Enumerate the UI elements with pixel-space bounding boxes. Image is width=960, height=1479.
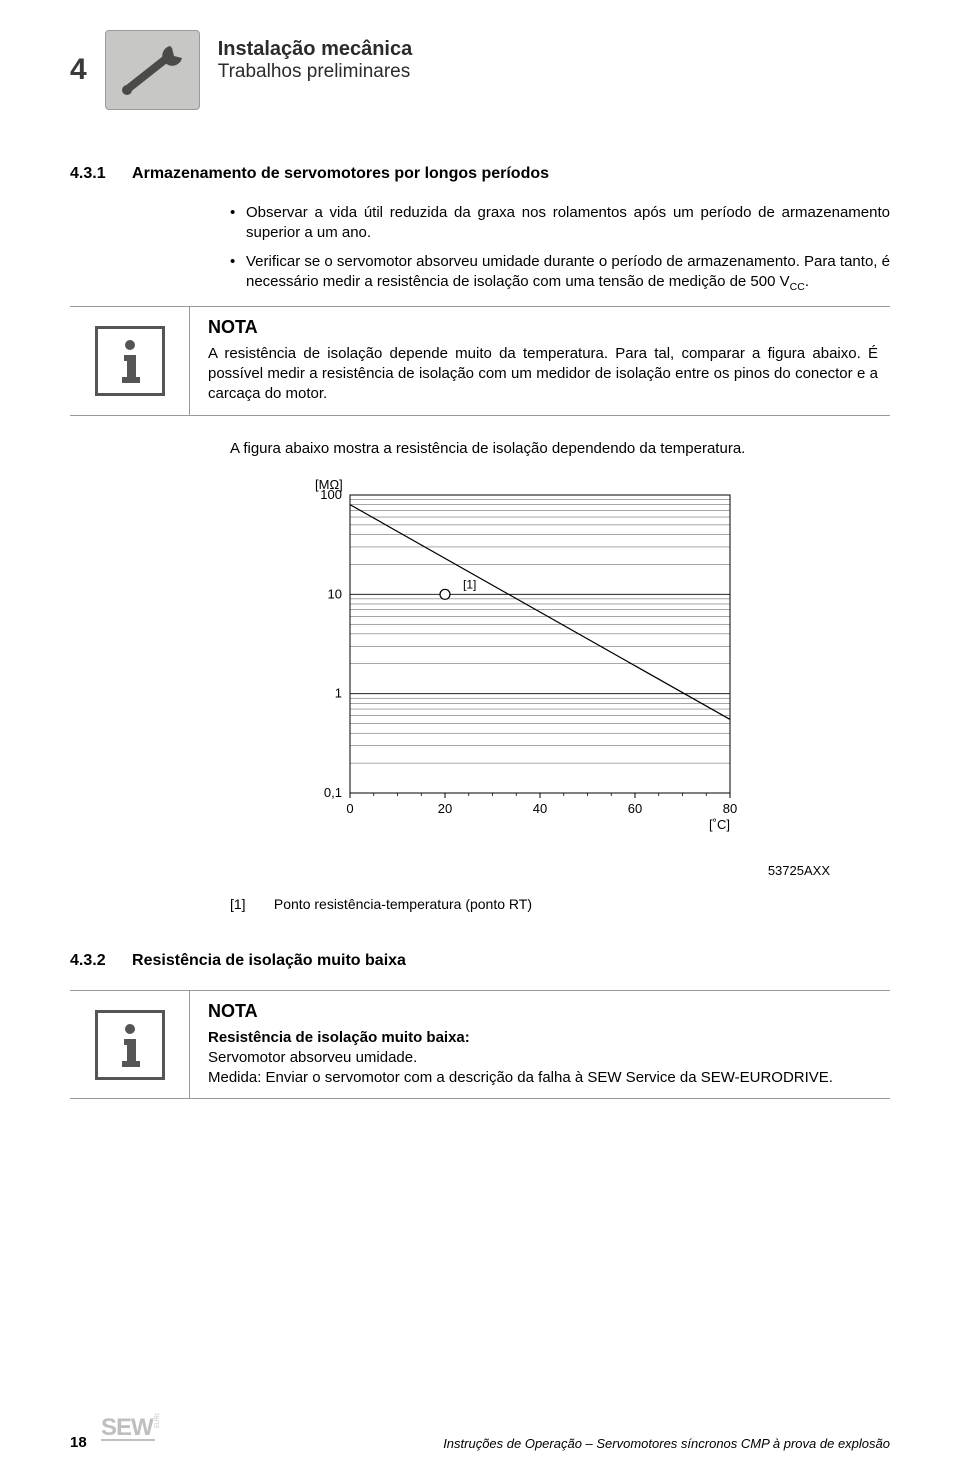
- svg-text:80: 80: [723, 801, 737, 816]
- svg-text:60: 60: [628, 801, 642, 816]
- note-label: NOTA: [208, 317, 878, 338]
- chart-reference-code: 53725AXX: [70, 863, 830, 878]
- page-footer: 18 SEW EURODRIVE Instruções de Operação …: [70, 1413, 890, 1451]
- bullet-item: Verificar se o servomotor absorveu umida…: [230, 252, 890, 294]
- bullet-item: Observar a vida útil reduzida da graxa n…: [230, 203, 890, 244]
- svg-text:10: 10: [328, 586, 342, 601]
- svg-text:EURODRIVE: EURODRIVE: [155, 1413, 161, 1428]
- note-box-2: NOTA Resistência de isolação muito baixa…: [70, 990, 890, 1100]
- legend-text: Ponto resistência-temperatura (ponto RT): [274, 896, 532, 912]
- svg-text:0: 0: [346, 801, 353, 816]
- wrench-icon: [105, 30, 200, 110]
- chart-legend: [1] Ponto resistência-temperatura (ponto…: [230, 896, 890, 912]
- header-subtitle: Trabalhos preliminares: [218, 61, 413, 83]
- subscript: CC: [790, 281, 805, 293]
- note-box-1: NOTA A resistência de isolação depende m…: [70, 306, 890, 416]
- note-line: Medida: Enviar o servomotor com a descri…: [208, 1068, 878, 1088]
- svg-text:100: 100: [320, 487, 342, 502]
- page-header: 4 Instalação mecânica Trabalhos prelimin…: [70, 30, 890, 110]
- resistance-temperature-chart: [MΩ]1001010,1020406080[˚C][1]: [280, 473, 890, 833]
- section-4-3-1-heading: 4.3.1 Armazenamento de servomotores por …: [70, 165, 890, 183]
- svg-text:40: 40: [533, 801, 547, 816]
- svg-text:[˚C]: [˚C]: [709, 817, 730, 832]
- note-content: NOTA A resistência de isolação depende m…: [208, 307, 890, 415]
- info-icon: [95, 326, 165, 396]
- page-number: 18: [70, 1434, 87, 1451]
- section-number: 4.3.2: [70, 952, 106, 969]
- info-icon: [95, 1010, 165, 1080]
- note-content: NOTA Resistência de isolação muito baixa…: [208, 991, 890, 1099]
- svg-text:20: 20: [438, 801, 452, 816]
- section-number: 4.3.1: [70, 165, 106, 182]
- svg-text:SEW: SEW: [101, 1414, 154, 1441]
- bullet-tail: .: [805, 273, 809, 290]
- section-4-3-2-heading: 4.3.2 Resistência de isolação muito baix…: [70, 952, 890, 970]
- chapter-number: 4: [70, 53, 87, 87]
- svg-text:1: 1: [335, 685, 342, 700]
- section-4-3-1-bullets: Observar a vida útil reduzida da graxa n…: [230, 203, 890, 294]
- header-title: Instalação mecânica: [218, 38, 413, 61]
- sew-logo: SEW EURODRIVE: [101, 1413, 211, 1451]
- section-title: Resistência de isolação muito baixa: [132, 952, 406, 969]
- note-text: A resistência de isolação depende muito …: [208, 344, 878, 405]
- footer-text: Instruções de Operação – Servomotores sí…: [443, 1436, 890, 1451]
- note-line: Servomotor absorveu umidade.: [208, 1048, 878, 1068]
- note-bold-line: Resistência de isolação muito baixa:: [208, 1028, 878, 1048]
- svg-text:0,1: 0,1: [324, 785, 342, 800]
- note-icon-cell: [70, 307, 190, 415]
- header-titles: Instalação mecânica Trabalhos preliminar…: [218, 30, 413, 83]
- note-icon-cell: [70, 991, 190, 1099]
- chart-caption: A figura abaixo mostra a resistência de …: [230, 440, 890, 457]
- svg-text:[1]: [1]: [463, 577, 476, 591]
- section-title: Armazenamento de servomotores por longos…: [132, 165, 549, 182]
- legend-ref: [1]: [230, 896, 270, 912]
- note-label: NOTA: [208, 1001, 878, 1022]
